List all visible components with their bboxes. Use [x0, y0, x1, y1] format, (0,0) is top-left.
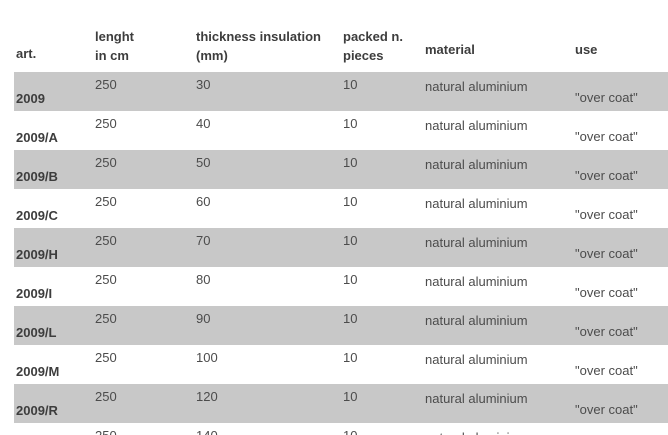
cell-use: "over coat" — [575, 285, 638, 300]
cell-material: natural aluminium — [425, 118, 528, 133]
cell-thickness: 60 — [196, 194, 211, 209]
table-row: 2009/M 250 100 10 natural aluminium "ove… — [14, 345, 668, 384]
cell-material: natural aluminium — [425, 384, 575, 423]
cell-art: 2009/C — [16, 208, 58, 223]
table-row: 2009/R 250 120 10 natural aluminium "ove… — [14, 384, 668, 423]
cell-material: natural aluminium — [425, 352, 528, 367]
table-row: 2009/B 250 50 10 natural aluminium "over… — [14, 150, 668, 189]
cell-thickness: 30 — [196, 72, 343, 111]
cell-packed: 10 — [343, 384, 425, 423]
cell-packed: 10 — [343, 72, 425, 111]
cell-thickness: 100 — [196, 350, 218, 365]
header-line: packed n. — [343, 29, 403, 44]
cell-material: natural aluminium — [425, 274, 528, 289]
cell-use: "over coat" — [575, 306, 668, 345]
cell-use: "over coat" — [575, 384, 668, 423]
cell-packed: 10 — [343, 116, 358, 131]
header-line: pieces — [343, 48, 384, 63]
column-header-thickness: thickness insulation (mm) — [196, 0, 343, 72]
cell-art: 2009/H — [14, 228, 95, 267]
cell-thickness: 90 — [196, 306, 343, 345]
cell-packed: 10 — [343, 350, 358, 365]
cell-material: natural aluminium — [425, 423, 575, 435]
cell-material: natural aluminium — [425, 196, 528, 211]
cell-material: natural aluminium — [425, 306, 575, 345]
header-line: (mm) — [196, 48, 228, 63]
cell-material: natural aluminium — [425, 72, 575, 111]
cell-use: "over coat" — [575, 72, 668, 111]
cell-packed: 10 — [343, 194, 358, 209]
column-header-length: lenght in cm — [95, 0, 196, 72]
cell-thickness: 120 — [196, 384, 343, 423]
cell-length: 250 — [95, 350, 117, 365]
table-row: 2009/A 250 40 10 natural aluminium "over… — [14, 111, 668, 150]
cell-art: 2009/I — [16, 286, 53, 301]
cell-thickness: 70 — [196, 228, 343, 267]
cell-length: 250 — [95, 384, 196, 423]
cell-art: 2009 — [14, 72, 95, 111]
table-body: 2009 250 30 10 natural aluminium "over c… — [14, 72, 668, 435]
column-header-packed: packed n. pieces — [343, 0, 425, 72]
cell-length: 250 — [95, 272, 117, 287]
cell-art: 2009/S — [14, 423, 95, 435]
cell-packed: 10 — [343, 228, 425, 267]
cell-art: 2009/B — [14, 150, 95, 189]
cell-art: 2009/M — [16, 364, 60, 379]
cell-art: 2009/R — [14, 384, 95, 423]
cell-use: "over coat" — [575, 207, 638, 222]
cell-length: 250 — [95, 423, 196, 435]
cell-use: "over coat" — [575, 423, 668, 435]
cell-thickness: 40 — [196, 116, 211, 131]
table-row: 2009/H 250 70 10 natural aluminium "over… — [14, 228, 668, 267]
column-header-use: use — [575, 0, 668, 72]
table-row: 2009/I 250 80 10 natural aluminium "over… — [14, 267, 668, 306]
header-line: thickness insulation — [196, 29, 321, 44]
cell-length: 250 — [95, 116, 117, 131]
header-line: material — [425, 42, 475, 57]
cell-thickness: 80 — [196, 272, 211, 287]
cell-length: 250 — [95, 150, 196, 189]
cell-use: "over coat" — [575, 129, 638, 144]
cell-thickness: 50 — [196, 150, 343, 189]
cell-thickness: 140 — [196, 423, 343, 435]
cell-material: natural aluminium — [425, 150, 575, 189]
cell-art: 2009/A — [16, 130, 58, 145]
header-line: use — [575, 42, 598, 57]
cell-packed: 10 — [343, 150, 425, 189]
product-table: art. lenght in cm thickness insulation (… — [14, 0, 668, 435]
header-line: art. — [16, 46, 37, 61]
cell-length: 250 — [95, 72, 196, 111]
cell-packed: 10 — [343, 423, 425, 435]
table-row: 2009/C 250 60 10 natural aluminium "over… — [14, 189, 668, 228]
cell-length: 250 — [95, 306, 196, 345]
cell-use: "over coat" — [575, 228, 668, 267]
cell-art: 2009/L — [14, 306, 95, 345]
column-header-art: art. — [14, 0, 95, 72]
cell-material: natural aluminium — [425, 228, 575, 267]
table-row: 2009/S 250 140 10 natural aluminium "ove… — [14, 423, 668, 435]
table-row: 2009/L 250 90 10 natural aluminium "over… — [14, 306, 668, 345]
cell-length: 250 — [95, 194, 117, 209]
header-line: in cm — [95, 48, 129, 63]
cell-packed: 10 — [343, 306, 425, 345]
cell-length: 250 — [95, 228, 196, 267]
header-line: lenght — [95, 29, 134, 44]
table-row: 2009 250 30 10 natural aluminium "over c… — [14, 72, 668, 111]
cell-packed: 10 — [343, 272, 358, 287]
header-row: art. lenght in cm thickness insulation (… — [14, 0, 668, 72]
column-header-material: material — [425, 0, 575, 72]
cell-use: "over coat" — [575, 363, 638, 378]
cell-use: "over coat" — [575, 150, 668, 189]
